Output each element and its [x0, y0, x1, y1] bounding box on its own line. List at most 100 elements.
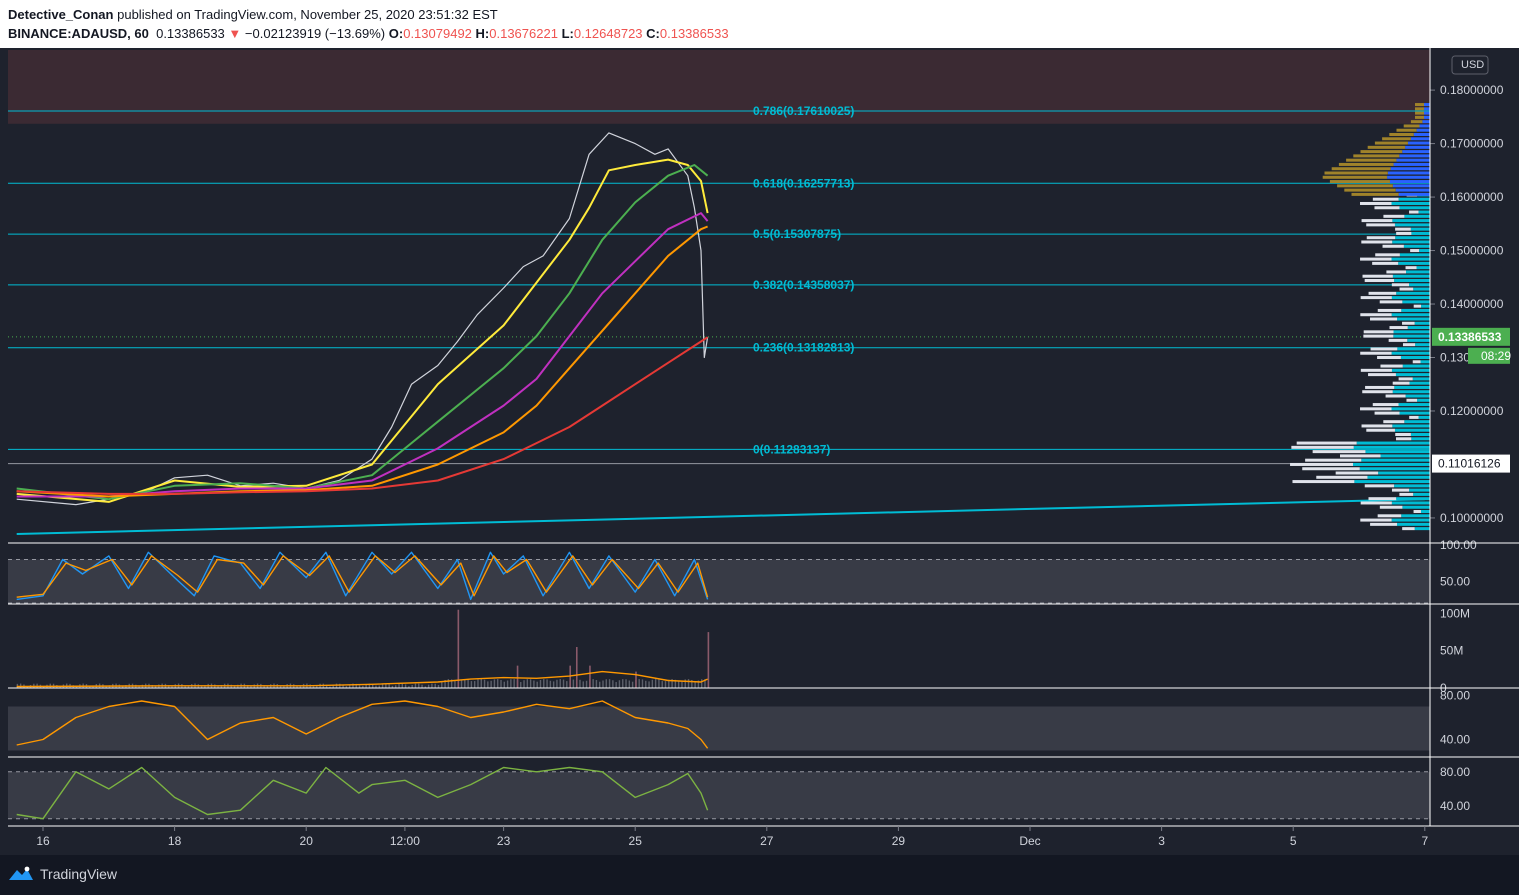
x-tick-label: 25 [629, 834, 643, 848]
volume-profile-bar [1392, 390, 1430, 394]
volume-bar [556, 679, 558, 688]
volume-profile-bar [1360, 150, 1403, 154]
volume-profile-bar [1353, 445, 1430, 449]
volume-profile-bar [1409, 488, 1430, 492]
volume-profile-bar [1360, 351, 1392, 355]
volume-profile-bar [1394, 484, 1430, 488]
volume-profile-bar [1359, 467, 1430, 471]
chart-area[interactable]: 0.786(0.17610025) 0.618(0.16257713) 0.5(0.… [0, 48, 1519, 855]
volume-bar [526, 679, 529, 688]
volume-profile-bar [1413, 304, 1422, 308]
volume-profile-bar [1424, 115, 1430, 119]
volume-profile-bar [1421, 304, 1430, 308]
volume-bar [539, 679, 542, 688]
volume-profile-bar [1409, 415, 1419, 419]
indicator-line [16, 766, 709, 820]
indicator-line [16, 700, 709, 749]
volume-profile-bar [1391, 283, 1410, 287]
volume-bar [418, 683, 420, 688]
volume-bar [645, 680, 647, 688]
volume-bar [559, 679, 561, 688]
volume-bar [503, 681, 505, 688]
y-tick-label: 0.15000000 [1440, 244, 1504, 258]
volume-bar [470, 681, 473, 688]
volume-profile-bar [1410, 249, 1420, 253]
tradingview-logo[interactable]: TradingView [8, 866, 117, 882]
y-tick-label: 0.14000000 [1440, 297, 1504, 311]
currency-label: USD [1461, 59, 1484, 71]
volume-bar [250, 686, 252, 688]
volume-profile-bar [1366, 223, 1395, 227]
volume-bar [566, 681, 568, 688]
volume-profile-bar [1395, 433, 1411, 437]
volume-profile-bar [1377, 356, 1401, 359]
volume-profile-bar [1375, 253, 1400, 257]
volume-tick-label: 100M [1440, 606, 1470, 620]
volume-bar [464, 679, 466, 688]
symbol-line: BINANCE:ADAUSD, 60 0.13386533 ▼ −0.02123… [8, 26, 729, 41]
volume-profile-bar [1383, 420, 1405, 424]
countdown-label: 08:29 [1481, 349, 1511, 363]
volume-profile-bar [1360, 407, 1392, 411]
volume-profile-bar [1410, 120, 1423, 124]
volume-profile-bar [1367, 145, 1406, 149]
x-tick-label: 3 [1158, 834, 1165, 848]
indicator-tick-label: 80.00 [1440, 689, 1470, 703]
volume-ma-line [16, 670, 708, 688]
volume-profile-bar [1413, 510, 1421, 514]
volume-profile-bar [1403, 124, 1420, 128]
fib-label: 0.382(0.14358037) [753, 278, 854, 292]
volume-bar [618, 680, 621, 688]
volume-profile-bar [1377, 308, 1402, 312]
volume-bar [654, 679, 657, 688]
volume-bar [552, 681, 555, 688]
volume-profile-bar [1396, 128, 1417, 132]
indicator-line [16, 551, 709, 601]
volume-bar [368, 683, 371, 688]
volume-bar [279, 685, 282, 688]
volume-profile-bar [1360, 296, 1392, 300]
x-tick-label: 20 [300, 834, 314, 848]
volume-profile-bar [1424, 107, 1430, 111]
trendline [16, 498, 1425, 535]
fib-label: 0.618(0.16257713) [753, 176, 854, 190]
volume-profile-bar [1396, 231, 1412, 235]
indicator-line [16, 555, 709, 598]
volume-profile-bar [1364, 278, 1395, 282]
volume-spike [589, 665, 591, 688]
volume-profile-bar [1398, 261, 1430, 265]
chart-svg[interactable]: 0.786(0.17610025) 0.618(0.16257713) 0.5(0.… [0, 48, 1519, 855]
volume-profile-bar [1404, 420, 1430, 424]
volume-bar [497, 679, 499, 688]
volume-bar [342, 684, 344, 688]
volume-profile-bar [1404, 214, 1430, 218]
volume-spike [516, 665, 519, 688]
volume-profile-bar [1377, 514, 1402, 518]
volume-profile-bar [1424, 103, 1430, 107]
volume-profile-bar [1389, 132, 1414, 136]
fib-label: 0(0.11283137) [753, 442, 830, 456]
volume-profile-bar [1378, 471, 1430, 475]
volume-bar [487, 681, 489, 688]
volume-bar [687, 679, 690, 688]
volume-profile-bar [1337, 184, 1393, 188]
volume-bar [674, 679, 677, 688]
author-name[interactable]: Detective_Conan [8, 7, 114, 22]
brand-name: TradingView [40, 866, 118, 882]
indicator-band [8, 771, 1430, 819]
tradingview-logo-icon [9, 866, 33, 880]
volume-profile-bar [1331, 167, 1391, 171]
volume-spike [707, 632, 710, 688]
volume-profile-bar [1406, 270, 1430, 274]
fib-label: 0.236(0.13182813) [753, 341, 854, 355]
volume-bar [421, 684, 423, 688]
high-value: 0.13676221 [489, 26, 558, 41]
volume-profile-bar [1391, 501, 1430, 505]
volume-profile-bar [1415, 115, 1424, 119]
volume-spike [569, 665, 571, 688]
volume-bar [549, 680, 552, 688]
y-tick-label: 0.18000000 [1440, 83, 1504, 97]
volume-profile-bar [1344, 188, 1396, 192]
volume-bar [612, 680, 614, 688]
volume-bar [385, 683, 387, 688]
